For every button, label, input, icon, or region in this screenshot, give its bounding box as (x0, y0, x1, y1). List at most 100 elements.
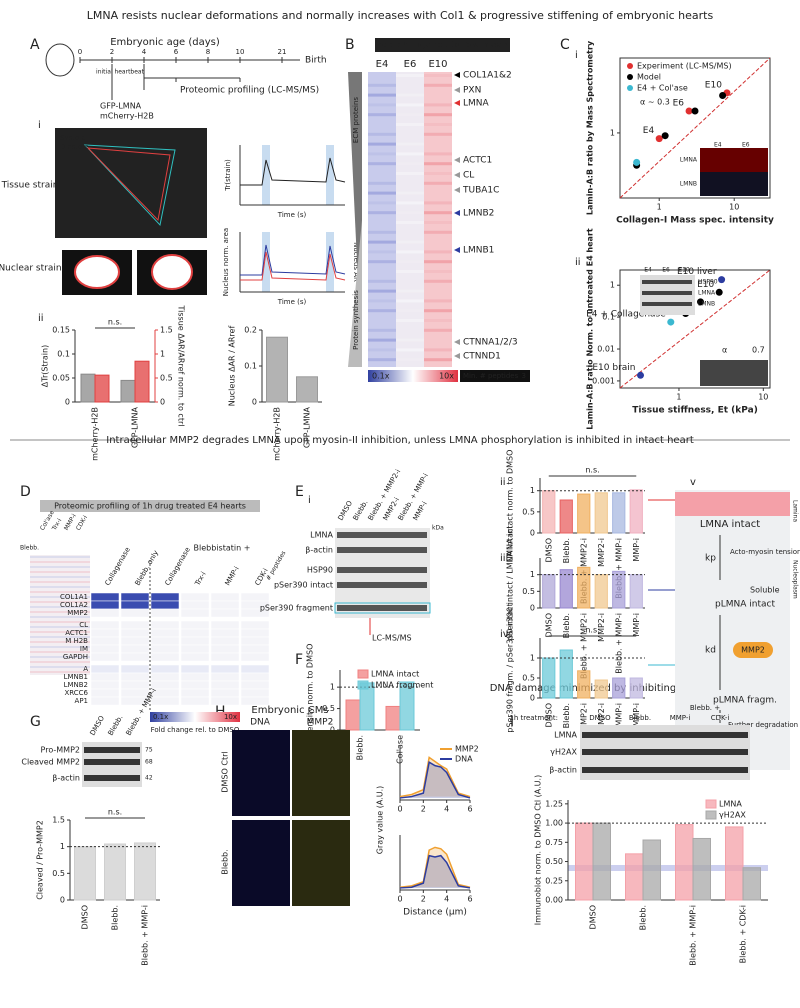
label: pLMNA intact (715, 600, 775, 610)
x-tick-label: Blebb. (639, 905, 648, 930)
micrograph (292, 820, 350, 906)
legend-marker (627, 74, 633, 80)
heatmap-stripe (368, 309, 396, 313)
heatmap-cell (240, 636, 270, 646)
heatmap-stripe (424, 348, 452, 352)
y-tick-label: 0.05 (52, 374, 70, 383)
heatmap-stripe (424, 83, 452, 87)
micrograph (232, 730, 290, 816)
data-point (661, 132, 669, 140)
heatmap-cell (210, 620, 240, 630)
label: MMP2 (741, 646, 765, 655)
heatmap-cell (180, 696, 210, 706)
heatmap-stripe (424, 328, 452, 332)
heatmap-cell (120, 620, 150, 630)
label: LMNB (680, 181, 697, 188)
label: Collagenase (104, 546, 132, 587)
heatmap-stripe (30, 641, 90, 643)
heatmap-cell (150, 608, 180, 618)
point-label: E6 (673, 99, 685, 109)
profile-line (399, 756, 471, 798)
data-point (685, 107, 693, 115)
label: LMNB1 (64, 673, 88, 681)
label: β-actin (52, 774, 80, 783)
y-axis-label: Cleaved / Pro-MMP2 (36, 820, 45, 900)
label: Lamina (792, 500, 799, 522)
label: ECM proteins (352, 97, 360, 143)
x-tick-label: 10 (758, 393, 768, 402)
x-tick-label: 1 (676, 393, 681, 402)
data-point (637, 371, 645, 379)
highlight (262, 232, 270, 292)
label: Blebb. + (690, 704, 720, 712)
x-tick-label: Blebb. + MMP-i (689, 905, 698, 966)
heatmap-stripe (396, 142, 424, 146)
label: LMNA intact (700, 519, 760, 530)
panel-label: G (30, 714, 41, 730)
blot-band (582, 732, 748, 738)
label: Blebb. (629, 714, 651, 722)
legend-marker (627, 85, 633, 91)
panel-label: E (295, 484, 304, 500)
label: LMNB2 (463, 209, 494, 219)
x-tick-label: 4 (444, 805, 449, 814)
legend-label: γH2AX (719, 811, 746, 820)
heatmap-stripe (396, 338, 424, 342)
heatmap-stripe (30, 631, 90, 633)
label: HSP90 (307, 566, 333, 575)
label: ii (38, 313, 44, 324)
x-tick-label: Blebb. (111, 905, 120, 930)
heatmap-cell (90, 644, 120, 654)
data-point (667, 318, 675, 326)
y-tick-label: 1 (530, 570, 535, 579)
plot-frame (619, 57, 771, 199)
y2-tick-label: 1 (160, 350, 165, 359)
blot-band (582, 749, 748, 755)
x-tick-label: mCherry-H2B (273, 407, 282, 461)
point-label: E10 (705, 80, 722, 90)
y-axis-label: Nucleus ΔAR / ARref (228, 326, 237, 407)
heatmap-stripe (30, 621, 90, 623)
label: 6 (174, 48, 179, 56)
heatmap-cell (90, 688, 120, 698)
heatmap-cell (180, 688, 210, 698)
panel-label: C (560, 37, 570, 53)
heatmap-cell (150, 620, 180, 630)
heatmap-stripe (368, 299, 396, 303)
gene-arrow (454, 187, 460, 193)
heatmap-cell (180, 664, 210, 674)
bar (359, 682, 375, 731)
y-tick-label: 0 (65, 398, 70, 407)
heatmap-stripe (368, 152, 396, 156)
bar (296, 376, 318, 403)
label: E4 (644, 267, 652, 274)
bar (542, 657, 556, 699)
y-tick-label: 0.01 (597, 345, 615, 354)
y-axis-label: LMNA intact norm. to DMSO (506, 450, 515, 562)
label: E4 (714, 142, 722, 149)
label: Soluble (750, 586, 780, 595)
x-tick-label: 1 (657, 203, 662, 212)
blot-band (337, 582, 427, 588)
legend-label: LMNA intact (371, 670, 419, 679)
blot-band (642, 291, 692, 295)
y-tick-label: 0.5 (322, 704, 335, 713)
bar (692, 837, 711, 901)
x-tick-label: DMSO (544, 703, 553, 727)
heatmap-stripe (30, 646, 90, 648)
x-tick-label: MMP-i (632, 613, 641, 637)
label: CL (79, 621, 88, 629)
y-tick-label: 0.2 (244, 326, 257, 335)
label: 8 (206, 48, 210, 56)
label: LMNB1 (463, 246, 494, 256)
bar (594, 574, 608, 609)
bar (94, 374, 110, 403)
area-trace (240, 244, 346, 276)
label: CTNND1 (463, 352, 501, 362)
heatmap-stripe (396, 348, 424, 352)
heatmap-cell (120, 672, 150, 682)
y-tick-label: 0.50 (545, 857, 563, 866)
label: LMNA (680, 157, 698, 164)
heatmap-stripe (368, 230, 396, 234)
heatmap-stripe (368, 358, 396, 362)
